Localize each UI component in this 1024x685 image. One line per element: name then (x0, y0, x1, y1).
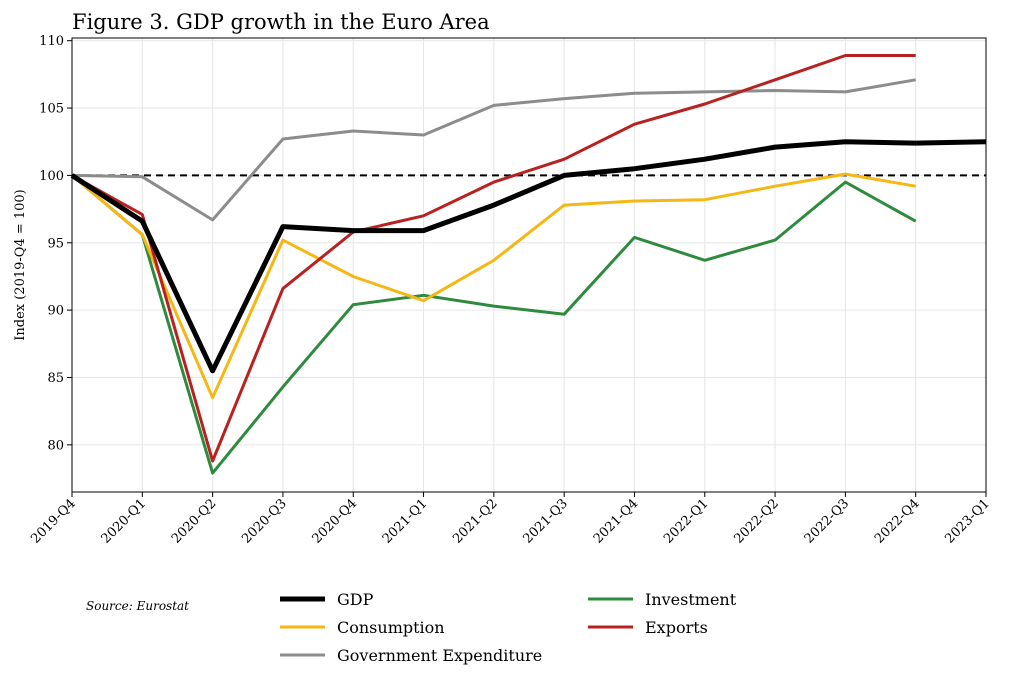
legend-label-exports: Exports (645, 618, 708, 637)
y-axis: 80 85 90 95 100 105 110 (39, 34, 72, 453)
legend-label-government-expenditure: Government Expenditure (337, 646, 542, 665)
legend: GDP Consumption Government Expenditure Inve… (280, 590, 737, 665)
chart-title: Figure 3. GDP growth in the Euro Area (72, 10, 490, 34)
series-line-exports (71, 54, 916, 463)
legend-label-investment: Investment (645, 590, 737, 609)
x-tick-label-2022-Q3: 2022-Q3 (802, 496, 852, 546)
x-tick-label-2020-Q1: 2020-Q1 (99, 496, 149, 546)
plot-frame (71, 37, 987, 493)
series-line-government-expenditure (71, 78, 916, 222)
legend-label-gdp: GDP (337, 590, 374, 609)
y-tick-label-80: 80 (47, 438, 64, 453)
x-tick-label-2021-Q2: 2021-Q2 (450, 496, 500, 546)
x-tick-label-2021-Q4: 2021-Q4 (591, 496, 641, 546)
x-tick-label-2021-Q3: 2021-Q3 (520, 496, 570, 546)
x-tick-label-2022-Q4: 2022-Q4 (872, 496, 922, 546)
x-tick-label-2020-Q4: 2020-Q4 (310, 496, 360, 546)
x-tick-label-2020-Q2: 2020-Q2 (169, 496, 219, 546)
series-line-gdp (70, 139, 987, 374)
y-tick-label-105: 105 (39, 102, 64, 117)
y-tick-label-85: 85 (47, 371, 64, 386)
x-tick-label-2023-Q1: 2023-Q1 (942, 496, 992, 546)
y-tick-label-100: 100 (39, 169, 64, 184)
series-line-investment (71, 174, 917, 475)
grid (71, 38, 987, 492)
x-tick-label-2022-Q1: 2022-Q1 (661, 496, 711, 546)
y-tick-label-95: 95 (47, 236, 64, 251)
y-axis-label: Index (2019-Q4 = 100) (13, 189, 28, 341)
x-tick-label-2021-Q1: 2021-Q1 (380, 496, 430, 546)
y-tick-label-90: 90 (47, 304, 64, 319)
x-tick-label-2020-Q3: 2020-Q3 (239, 496, 289, 546)
series-group (70, 54, 987, 475)
x-tick-label-2022-Q2: 2022-Q2 (731, 496, 781, 546)
legend-label-consumption: Consumption (337, 618, 445, 637)
series-line-consumption (71, 172, 916, 400)
y-tick-label-110: 110 (39, 34, 64, 49)
source-note: Source: Eurostat (86, 599, 189, 613)
x-axis: 2019-Q4 2020-Q1 2020-Q2 2020-Q3 2020-Q4 2021-… (28, 492, 993, 547)
x-tick-label-2019-Q4: 2019-Q4 (28, 496, 78, 546)
